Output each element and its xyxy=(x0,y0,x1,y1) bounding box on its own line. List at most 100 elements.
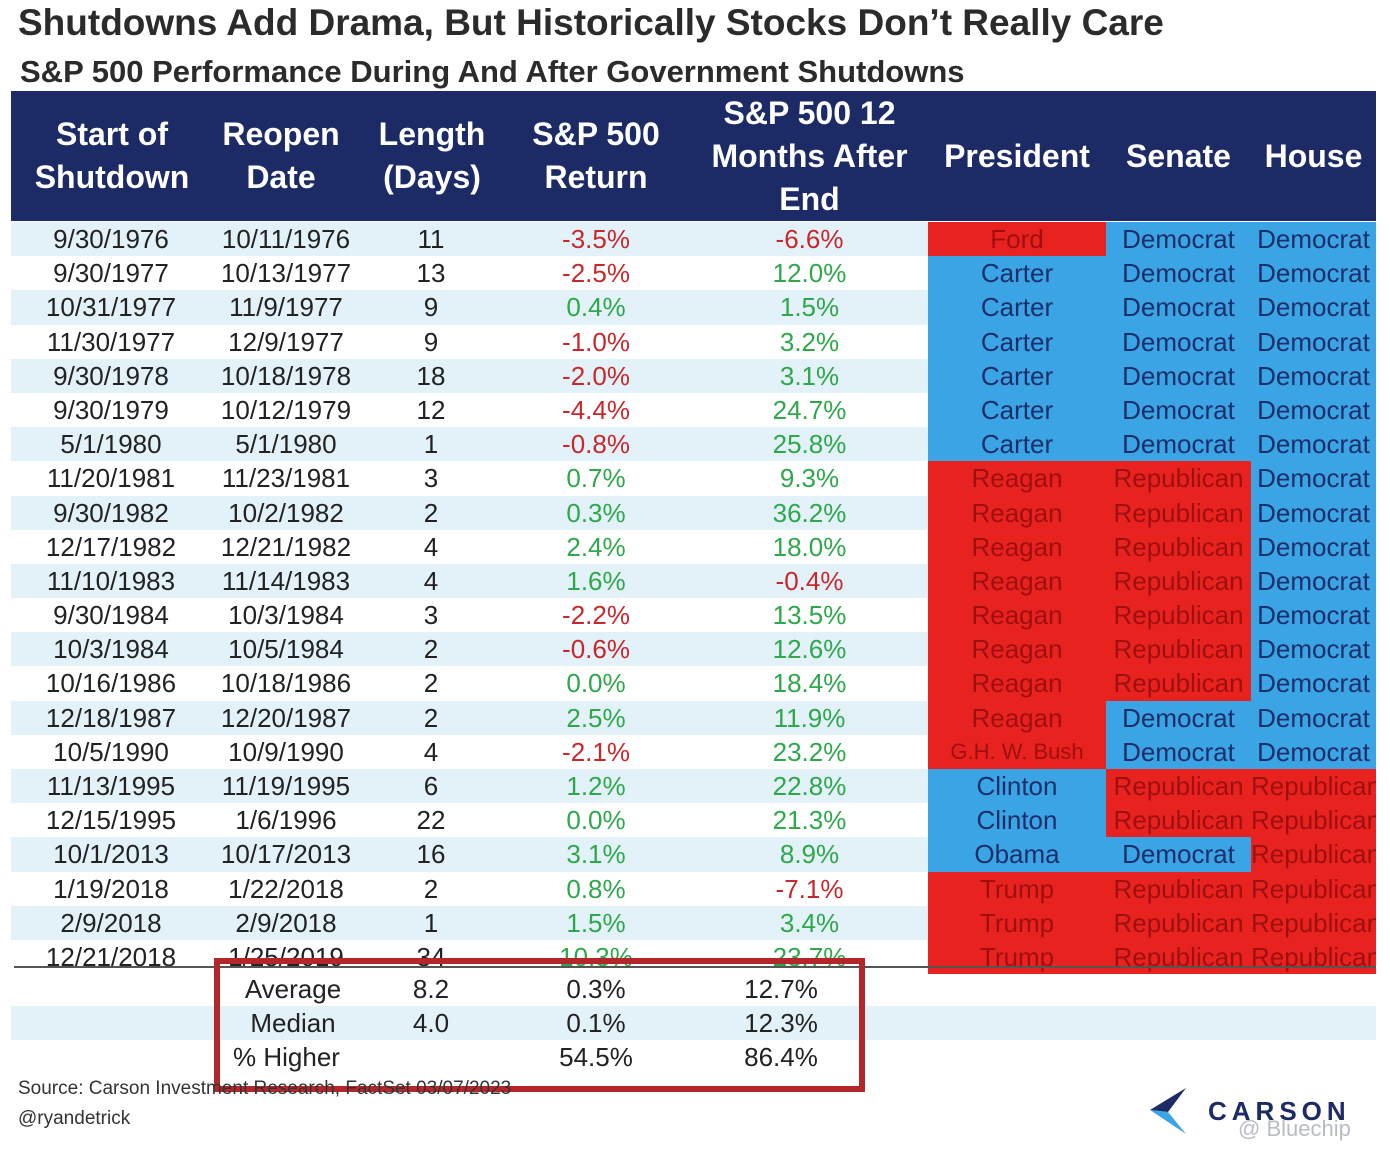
cell-president: Clinton xyxy=(928,803,1106,838)
column-header-start: Start of Shutdown xyxy=(34,116,190,195)
cell-start: 12/21/2018 xyxy=(45,941,177,972)
cell-senate: Republican xyxy=(1106,598,1251,633)
cell-return: 2.5% xyxy=(566,702,626,733)
cell-senate: Republican xyxy=(1106,871,1251,907)
cell-senate: Democrat xyxy=(1106,427,1251,462)
cell-length: 11 xyxy=(417,224,445,254)
cell-return: -0.6% xyxy=(562,634,630,665)
cell-reopen: 12/20/1987 xyxy=(220,702,352,733)
cell-house: Democrat xyxy=(1251,324,1376,360)
cell-senate: Republican xyxy=(1106,939,1251,975)
cell-reopen: 12/21/1982 xyxy=(220,531,352,562)
cell-senate: Republican xyxy=(1106,769,1251,804)
table-row: 9/30/1979 10/12/1979 12 -4.4% 24.7% Carter Dem… xyxy=(11,392,1376,428)
cell-president: G.H. W. Bush xyxy=(928,734,1106,770)
cell-after: 9.3% xyxy=(779,463,840,494)
cell-start: 11/20/1981 xyxy=(46,463,176,494)
author-handle: @ryandetrick xyxy=(18,1108,131,1129)
column-header-reopen: Reopen Date xyxy=(222,116,340,195)
cell-reopen: 10/12/1979 xyxy=(220,394,352,425)
summary-return: 0.3% xyxy=(566,974,626,1004)
watermark: @ Bluechip xyxy=(1238,1116,1351,1141)
cell-senate: Republican xyxy=(1106,529,1251,565)
cell-senate: Democrat xyxy=(1106,700,1251,736)
cell-reopen: 11/23/1981 xyxy=(221,463,351,494)
cell-house: Democrat xyxy=(1251,358,1376,394)
cell-senate: Republican xyxy=(1106,666,1251,701)
cell-after: 24.7% xyxy=(772,394,847,425)
cell-house: Republican xyxy=(1251,803,1376,838)
cell-after: 3.4% xyxy=(779,907,840,938)
cell-return: -2.5% xyxy=(562,258,630,289)
summary-return: 0.1% xyxy=(566,1008,626,1039)
cell-length: 16 xyxy=(416,839,446,870)
cell-start: 11/10/1983 xyxy=(46,565,176,596)
cell-president: Reagan xyxy=(928,529,1106,565)
cell-reopen: 10/18/1986 xyxy=(220,668,352,699)
cell-reopen: 10/18/1978 xyxy=(220,360,352,391)
cell-return: -4.4% xyxy=(562,394,630,425)
cell-return: 1.2% xyxy=(566,771,626,801)
summary-after: 86.4% xyxy=(744,1042,818,1073)
cell-house: Democrat xyxy=(1251,598,1376,633)
cell-house: Democrat xyxy=(1251,222,1376,257)
cell-after: 25.8% xyxy=(772,429,847,460)
column-header-president: President xyxy=(944,137,1090,174)
summary-after: 12.7% xyxy=(744,974,818,1004)
table-row: 9/30/1978 10/18/1978 18 -2.0% 3.1% Carter Demo… xyxy=(11,358,1376,394)
table-row: 10/1/2013 10/17/2013 16 3.1% 8.9% Obama Democr… xyxy=(11,837,1376,872)
cell-after: 12.0% xyxy=(772,258,847,289)
cell-senate: Republican xyxy=(1106,905,1251,941)
cell-start: 11/13/1995 xyxy=(46,771,176,801)
chart-subtitle: S&P 500 Performance During And After Gov… xyxy=(20,54,965,89)
cell-start: 9/30/1978 xyxy=(53,360,169,391)
cell-return: -3.5% xyxy=(562,224,630,254)
cell-reopen: 11/14/1983 xyxy=(221,565,351,596)
cell-after: 11.9% xyxy=(773,702,846,733)
cell-reopen: 10/11/1976 xyxy=(221,224,351,254)
cell-after: 18.4% xyxy=(772,668,847,699)
summary-row: % Higher 54.5% 86.4% xyxy=(11,1040,1376,1074)
cell-president: Carter xyxy=(928,324,1106,360)
cell-start: 10/16/1986 xyxy=(45,668,177,699)
cell-after: 3.2% xyxy=(779,326,840,357)
cell-after: -0.4% xyxy=(775,565,844,596)
cell-senate: Republican xyxy=(1106,632,1251,667)
table-row: 11/13/1995 11/19/1995 6 1.2% 22.8% Clinton Rep… xyxy=(11,769,1376,804)
cell-reopen: 10/17/2013 xyxy=(220,839,352,870)
summary-label: Average xyxy=(244,974,342,1004)
cell-return: -2.0% xyxy=(562,360,630,391)
summary-highlight-box xyxy=(214,958,865,1092)
cell-president: Reagan xyxy=(928,700,1106,736)
cell-reopen: 10/13/1977 xyxy=(220,258,352,289)
cell-president: Reagan xyxy=(928,495,1106,530)
column-header-house: House xyxy=(1264,137,1363,174)
table-row: 12/18/1987 12/20/1987 2 2.5% 11.9% Reagan Demo… xyxy=(11,700,1376,736)
chart-title: Shutdowns Add Drama, But Historically St… xyxy=(18,2,1164,43)
cell-return: -2.1% xyxy=(562,736,630,767)
cell-length: 4 xyxy=(423,565,439,596)
cell-after: -7.1% xyxy=(775,873,844,904)
cell-president: Obama xyxy=(928,837,1106,872)
cell-house: Republican xyxy=(1251,939,1376,975)
cell-senate: Republican xyxy=(1106,495,1251,530)
cell-start: 10/3/1984 xyxy=(53,634,169,665)
cell-start: 10/1/2013 xyxy=(53,839,169,870)
cell-after: 8.9% xyxy=(779,839,840,870)
cell-house: Republican xyxy=(1251,905,1376,941)
cell-senate: Democrat xyxy=(1106,222,1251,257)
cell-house: Republican xyxy=(1251,871,1376,907)
table-row: 9/30/1976 10/11/1976 11 -3.5% -6.6% Ford Democ… xyxy=(11,222,1376,257)
cell-start: 9/30/1982 xyxy=(53,497,169,528)
table-row: 11/20/1981 11/23/1981 3 0.7% 9.3% Reagan Repub… xyxy=(11,461,1376,496)
cell-house: Democrat xyxy=(1251,529,1376,565)
cell-president: Trump xyxy=(928,939,1106,975)
cell-reopen: 1/22/2018 xyxy=(228,873,344,904)
cell-length: 22 xyxy=(416,805,446,836)
cell-after: -6.6% xyxy=(775,224,844,254)
cell-house: Democrat xyxy=(1251,495,1376,530)
cell-president: Carter xyxy=(928,290,1106,325)
cell-president: Carter xyxy=(928,427,1106,462)
cell-return: 1.5% xyxy=(566,907,626,938)
cell-senate: Republican xyxy=(1106,803,1251,838)
